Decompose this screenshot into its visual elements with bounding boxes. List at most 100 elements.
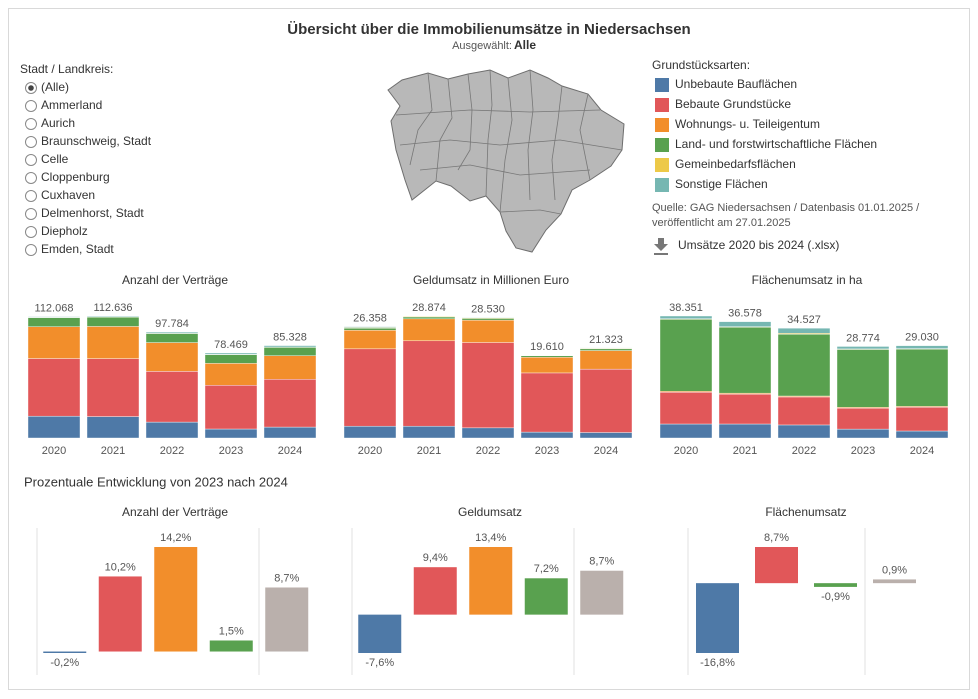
x-tick-label: 2023 bbox=[219, 445, 243, 457]
total-label: 21.323 bbox=[589, 334, 623, 346]
download-icon[interactable] bbox=[654, 238, 668, 255]
radio-label[interactable]: Emden, Stadt bbox=[41, 242, 114, 256]
radio-label[interactable]: Cuxhaven bbox=[41, 188, 95, 202]
radio-button[interactable] bbox=[25, 208, 37, 220]
x-tick-label: 2020 bbox=[358, 445, 382, 457]
value-label: -0,2% bbox=[50, 657, 79, 669]
bar-segment bbox=[895, 406, 949, 432]
bar-segment bbox=[263, 345, 317, 348]
bar-segment bbox=[145, 331, 199, 334]
download-link[interactable]: Umsätze 2020 bis 2024 (.xlsx) bbox=[654, 238, 839, 255]
bar-segment bbox=[86, 358, 140, 417]
total-label: 38.351 bbox=[669, 302, 703, 314]
bar bbox=[358, 614, 402, 653]
title: Übersicht über die Immobilienumsätze in … bbox=[287, 21, 690, 38]
bar-segment bbox=[895, 348, 949, 407]
bar-segment bbox=[145, 333, 199, 343]
bar bbox=[580, 570, 624, 615]
bar-segment bbox=[402, 316, 456, 320]
radio-button[interactable] bbox=[25, 190, 37, 202]
bar bbox=[755, 547, 798, 584]
legend-swatch bbox=[655, 138, 669, 152]
bar-segment bbox=[204, 385, 258, 430]
value-label: 8,7% bbox=[274, 572, 299, 584]
value-label: 8,7% bbox=[589, 556, 614, 568]
x-tick-label: 2021 bbox=[417, 445, 441, 457]
radio-button[interactable] bbox=[25, 154, 37, 166]
radio-dot[interactable] bbox=[28, 85, 34, 91]
bar-segment bbox=[461, 427, 515, 439]
legend-swatch bbox=[655, 118, 669, 132]
bar-segment bbox=[343, 327, 397, 331]
bar bbox=[873, 579, 916, 584]
bar bbox=[98, 576, 142, 652]
bar-segment bbox=[343, 326, 397, 328]
bar-segment bbox=[263, 355, 317, 380]
bar bbox=[524, 578, 568, 615]
x-tick-label: 2023 bbox=[851, 445, 875, 457]
total-label: 34.527 bbox=[787, 314, 821, 326]
value-label: -16,8% bbox=[700, 657, 735, 669]
download-text[interactable]: Umsätze 2020 bis 2024 (.xlsx) bbox=[678, 238, 839, 252]
radio-label[interactable]: Aurich bbox=[41, 116, 75, 130]
x-tick-label: 2024 bbox=[278, 445, 302, 457]
legend-label: Land- und forstwirtschaftliche Flächen bbox=[675, 137, 877, 151]
radio-button[interactable] bbox=[25, 136, 37, 148]
radio-label[interactable]: Celle bbox=[41, 152, 69, 166]
map-borders bbox=[395, 69, 623, 215]
bar-segment bbox=[836, 428, 890, 439]
bar-segment bbox=[836, 346, 890, 350]
bar-segment bbox=[659, 391, 713, 425]
value-label: 14,2% bbox=[160, 532, 191, 544]
bar-segment bbox=[27, 316, 81, 318]
radio-label[interactable]: Delmenhorst, Stadt bbox=[41, 206, 144, 220]
legend-swatch bbox=[655, 78, 669, 92]
legend-title: Grundstücksarten: bbox=[652, 58, 750, 72]
chart-title: Geldumsatz bbox=[458, 505, 522, 519]
bar-segment bbox=[461, 342, 515, 429]
radio-label[interactable]: Cloppenburg bbox=[41, 170, 110, 184]
bar-segment bbox=[343, 330, 397, 350]
radio-label[interactable]: (Alle) bbox=[41, 80, 69, 94]
radio-button[interactable] bbox=[25, 100, 37, 112]
radio-button[interactable] bbox=[25, 172, 37, 184]
radio-label[interactable]: Diepholz bbox=[41, 224, 88, 238]
source: veröffentlicht am 27.01.2025 bbox=[652, 217, 791, 229]
bar bbox=[413, 567, 457, 615]
value-label: 13,4% bbox=[475, 532, 506, 544]
chart-title: Anzahl der Verträge bbox=[122, 273, 228, 287]
bar-segment bbox=[86, 326, 140, 359]
radio-label[interactable]: Ammerland bbox=[41, 98, 102, 112]
bar-segment bbox=[27, 326, 81, 359]
chart-title: Flächenumsatz bbox=[765, 505, 846, 519]
value-label: -0,9% bbox=[821, 591, 850, 603]
radio-button[interactable] bbox=[25, 226, 37, 238]
source: Quelle: GAG Niedersachsen / Datenbasis 0… bbox=[652, 202, 920, 214]
value-label: -7,6% bbox=[365, 657, 394, 669]
legend-swatch bbox=[655, 98, 669, 112]
radio-button[interactable] bbox=[25, 244, 37, 256]
selected-value: Alle bbox=[514, 38, 536, 52]
bar-segment bbox=[461, 318, 515, 321]
radio-button[interactable] bbox=[25, 118, 37, 130]
bar-segment bbox=[86, 315, 140, 317]
total-label: 28.874 bbox=[412, 302, 446, 314]
x-tick-label: 2020 bbox=[42, 445, 66, 457]
chart-title: Geldumsatz in Millionen Euro bbox=[413, 273, 569, 287]
total-label: 85.328 bbox=[273, 331, 307, 343]
bar-segment bbox=[402, 340, 456, 427]
filter-label: Stadt / Landkreis: bbox=[20, 62, 113, 76]
bar-segment bbox=[27, 358, 81, 417]
radio-label[interactable]: Braunschweig, Stadt bbox=[41, 134, 152, 148]
bar bbox=[696, 583, 739, 653]
total-label: 28.530 bbox=[471, 303, 505, 315]
bar-segment bbox=[520, 357, 574, 374]
chart-title: Flächenumsatz in ha bbox=[752, 273, 863, 287]
x-tick-label: 2022 bbox=[476, 445, 500, 457]
bar-segment bbox=[263, 347, 317, 356]
x-tick-label: 2022 bbox=[160, 445, 184, 457]
bar-segment bbox=[579, 368, 633, 433]
value-label: 9,4% bbox=[423, 552, 448, 564]
